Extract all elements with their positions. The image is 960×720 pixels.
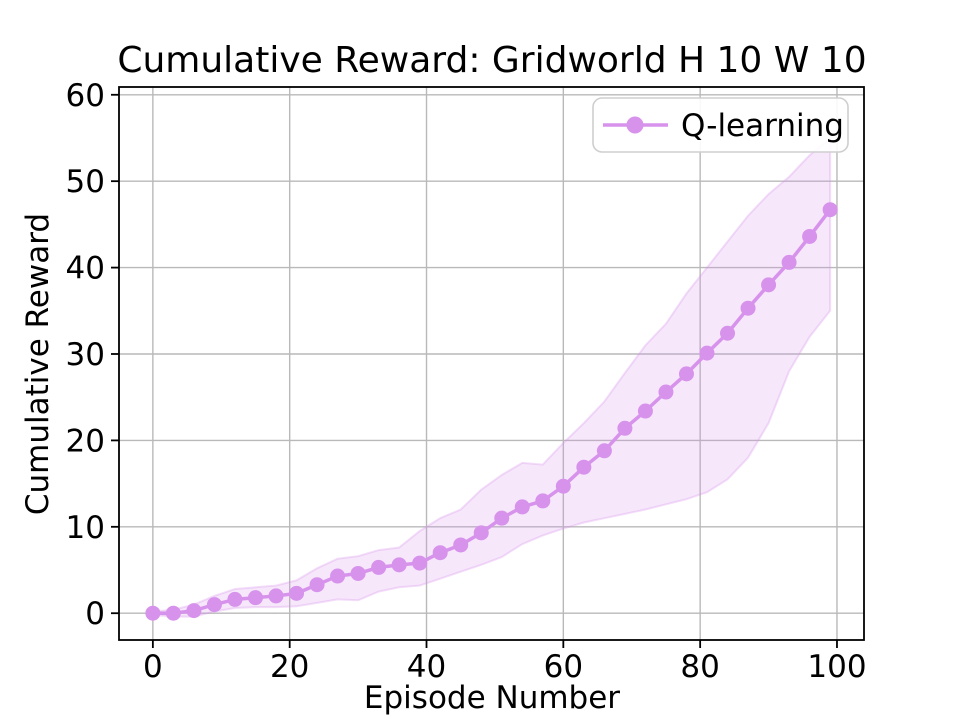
data-point-marker [720,325,736,341]
y-tick-label: 20 [66,423,105,459]
plot-frame [118,86,865,641]
data-point-marker [350,565,366,581]
data-point-marker [514,499,530,515]
x-tick-label: 60 [544,649,583,685]
data-point-marker [637,403,653,419]
data-point-marker [658,384,674,400]
data-point-marker [576,459,592,475]
data-point-marker [227,591,243,607]
data-point-marker [740,300,756,316]
grid [119,87,864,640]
y-tick-label: 40 [66,251,105,287]
data-point-marker [781,254,797,270]
y-axis-label: Cumulative Reward [20,213,56,515]
y-tick-label: 50 [66,164,105,200]
chart-title: Cumulative Reward: Gridworld H 10 W 10 [117,40,866,81]
data-point-marker [247,590,263,606]
confidence-band [151,135,832,618]
data-point-marker [206,597,222,613]
data-point-marker [145,605,161,621]
data-point-marker [535,493,551,509]
data-point-marker [494,510,510,526]
x-tick-label: 80 [680,649,719,685]
legend-entry-label: Q-learning [681,108,844,144]
data-point-marker [289,585,305,601]
data-point-marker [391,557,407,573]
data-point-marker [822,202,838,218]
series-path [151,207,832,615]
legend-box [592,97,849,153]
data-point-marker [165,605,181,621]
y-tick-label: 60 [66,78,105,114]
x-tick-label: 0 [143,649,163,685]
data-point-marker [555,478,571,494]
data-point-marker [678,366,694,382]
data-point-marker [596,443,612,459]
legend-sample-marker-icon [626,116,644,134]
data-point-marker [412,555,428,571]
legend: Q-learning [592,97,849,153]
y-tick-label: 30 [66,337,105,373]
data-point-marker [453,537,469,553]
axis-ticks: 0 20 40 60 80 100 0 10 20 30 40 50 60 [66,78,867,685]
data-point-marker [617,420,633,436]
series-line [145,202,838,621]
data-point-marker [309,577,325,593]
confidence-band-area [151,135,832,618]
y-tick-label: 10 [66,510,105,546]
data-point-marker [432,545,448,561]
x-tick-label: 100 [807,649,866,685]
data-point-marker [371,559,387,575]
data-point-marker [268,588,284,604]
x-tick-label: 20 [270,649,309,685]
data-point-marker [186,603,202,619]
data-point-marker [802,228,818,244]
x-axis-label: Episode Number [364,680,620,716]
data-point-marker [699,345,715,361]
data-point-marker [473,525,489,541]
x-tick-label: 40 [407,649,446,685]
y-tick-label: 0 [85,596,105,632]
data-point-marker [761,277,777,293]
data-point-marker [330,568,346,584]
